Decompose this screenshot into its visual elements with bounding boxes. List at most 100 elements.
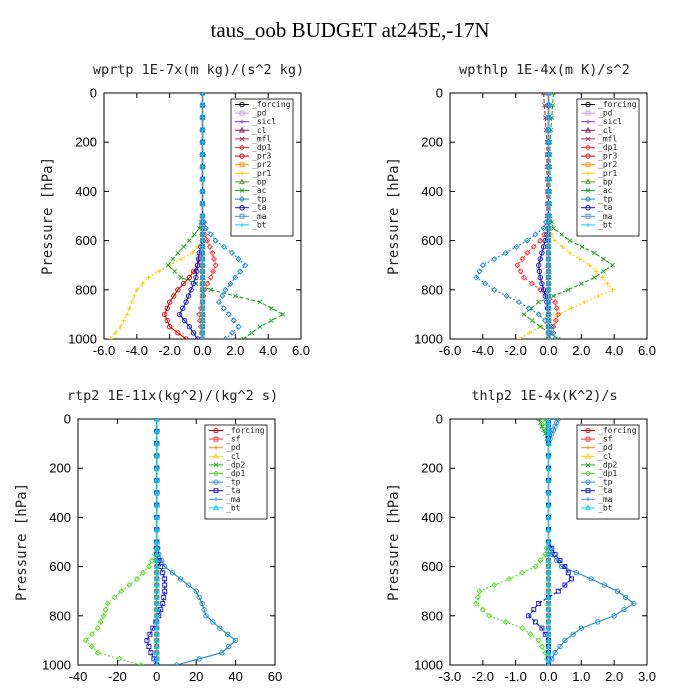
data-point [173,662,180,665]
data-point [225,631,231,637]
data-point [200,318,205,323]
data-point [207,274,214,281]
legend-marker [238,196,246,203]
data-point [196,656,202,662]
data-point [476,268,483,275]
legend-entry: _pr1 [252,169,271,178]
x-tick-label: 20 [189,669,203,684]
data-point [502,618,509,625]
data-point [108,336,113,339]
y-axis-label: Pressure [hPa] [386,157,402,275]
data-point [88,631,95,638]
data-point [148,650,154,656]
series-line-dp1 [85,419,158,665]
data-point [124,312,130,317]
legend-entry: _bt [598,503,613,512]
data-point [153,655,160,662]
data-point [546,336,551,339]
y-tick-label: 1000 [414,332,443,347]
data-point [513,243,520,250]
data-point [190,268,197,274]
series-group [82,419,239,665]
data-point [153,557,160,563]
data-point [153,569,160,575]
legend-entry: _bt [226,503,241,512]
data-point [546,299,551,305]
data-point [208,287,214,293]
data-point [546,250,551,256]
data-point [200,176,205,182]
data-point [546,176,551,182]
series-markers-dp1 [82,419,160,665]
data-point [153,618,160,625]
series-markers-bt [200,93,205,339]
data-point [545,575,552,582]
x-tick-label: 2.0 [572,343,590,358]
legend-marker [585,452,591,459]
data-point [545,464,552,471]
data-point [546,275,551,280]
x-tick-label: 4.0 [259,343,277,358]
data-point [156,269,162,274]
legend-entry: _pr1 [598,169,617,178]
data-point [554,557,560,564]
x-tick-label: 2.0 [605,669,623,684]
legend-marker [213,479,219,485]
data-point [220,305,227,312]
legend-entry: _ta [598,486,613,495]
data-point [542,102,547,108]
data-point [557,558,563,563]
legend-marker [213,488,219,494]
data-point [180,280,187,287]
data-point [209,249,216,256]
x-tick-label: -1.0 [504,669,526,684]
data-point [200,115,205,120]
data-point [164,305,170,311]
data-point [545,600,552,606]
data-point [178,275,184,280]
data-point [537,274,543,281]
series-markers-bt [153,419,160,665]
data-point [479,262,486,269]
data-point [550,329,557,336]
data-point [545,637,552,643]
data-point [545,501,552,508]
data-point [200,281,205,286]
data-point [178,256,184,262]
data-point [190,280,197,287]
data-point [503,292,510,299]
data-point [200,226,205,231]
legend-entry: _pr3 [252,152,271,161]
y-tick-label: 1000 [42,658,71,673]
data-point [160,570,166,576]
data-point [235,256,242,263]
data-point [546,103,551,108]
data-point [506,575,513,582]
data-point [153,575,160,582]
data-point [536,268,543,274]
data-point [212,262,219,269]
y-tick-label: 0 [90,86,97,101]
data-point [605,281,610,286]
data-point [153,477,160,483]
data-point [176,311,183,318]
legend-entry: _bt [252,220,267,229]
series-group [473,93,615,339]
legend-marker [584,144,592,151]
data-point [200,306,205,311]
data-point [557,643,563,650]
data-point [527,631,534,638]
data-point [565,570,571,576]
data-point [537,420,543,426]
data-point [164,317,170,324]
data-point [200,164,205,169]
data-point [153,427,160,434]
data-point [552,317,559,324]
data-point [222,335,229,339]
y-axis-label: Pressure [hPa] [40,157,56,275]
data-point [200,140,205,145]
data-point [546,330,551,336]
data-point [146,644,152,649]
data-point [200,201,205,206]
data-point [121,318,126,323]
